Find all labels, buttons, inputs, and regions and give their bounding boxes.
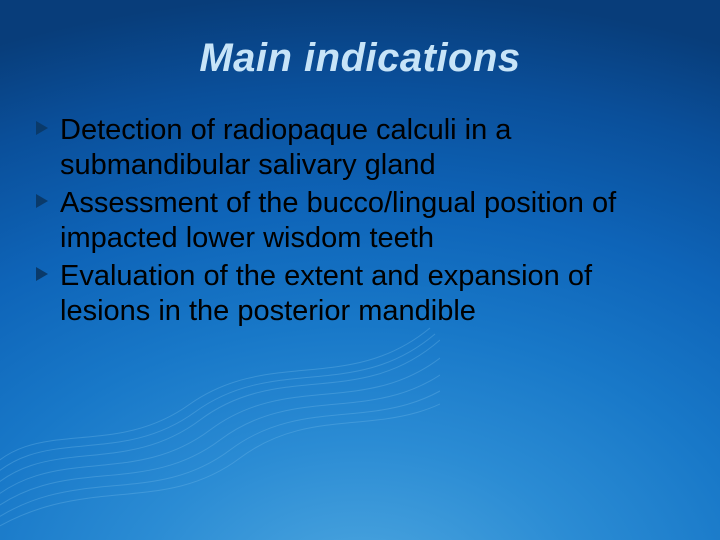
bullet-arrow-icon <box>34 193 50 209</box>
bullet-list: Detection of radiopaque calculi in a sub… <box>34 113 686 329</box>
slide: Main indications Detection of radiopaque… <box>0 0 720 540</box>
bullet-arrow-icon <box>34 120 50 136</box>
bullet-arrow-icon <box>34 266 50 282</box>
list-item: Evaluation of the extent and expansion o… <box>34 259 682 330</box>
bullet-text: Detection of radiopaque calculi in a sub… <box>60 114 511 181</box>
bullet-text: Assessment of the bucco/lingual position… <box>60 187 616 254</box>
slide-title: Main indications <box>34 36 686 81</box>
bullet-text: Evaluation of the extent and expansion o… <box>60 260 592 327</box>
list-item: Assessment of the bucco/lingual position… <box>34 186 682 257</box>
list-item: Detection of radiopaque calculi in a sub… <box>34 113 682 184</box>
